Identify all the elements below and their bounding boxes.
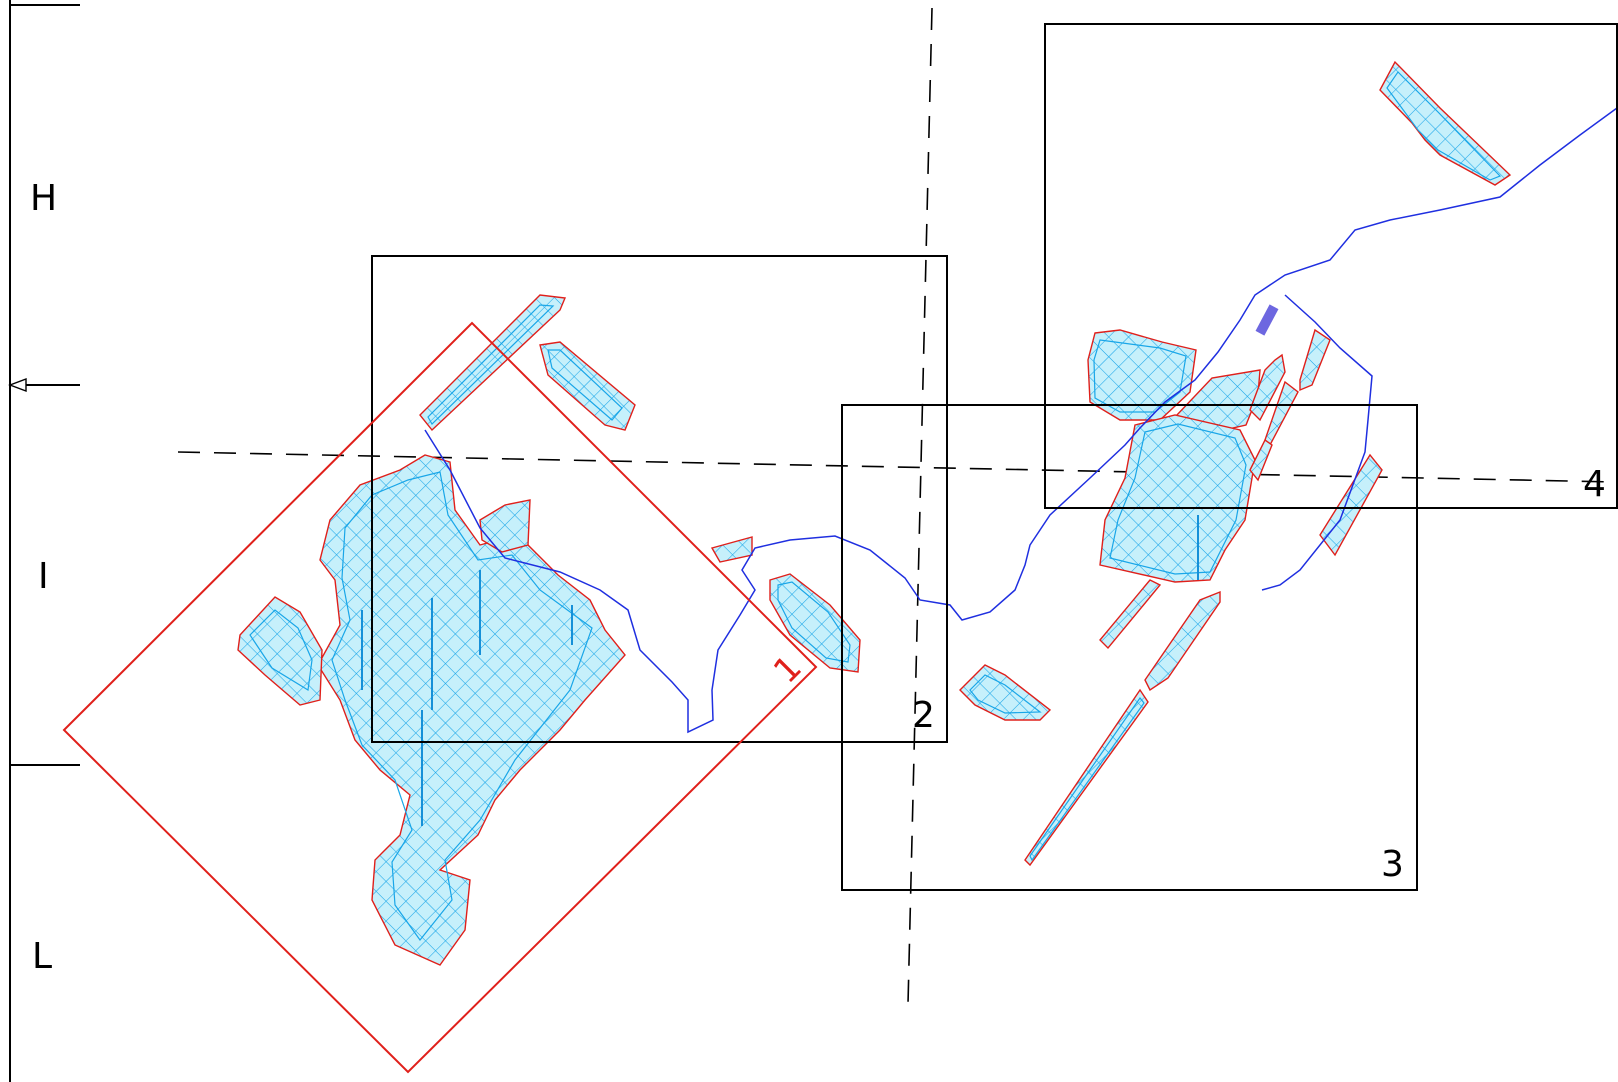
area-south-2: [1144, 590, 1221, 692]
area-southwest: [959, 664, 1052, 721]
area-northwest: [1087, 329, 1197, 421]
hatched-areas-right: [959, 60, 1512, 867]
frame-2[interactable]: [371, 255, 948, 743]
area-west: [237, 596, 323, 706]
hatched-areas-left: [237, 294, 861, 966]
zone-label-upper: H: [30, 178, 57, 219]
area-strip-e1: [1249, 353, 1286, 422]
zone-label-middle: I: [38, 556, 49, 597]
area-tiny-east: [710, 536, 753, 563]
zone-label-lower: L: [32, 936, 52, 977]
frame-label-2: 2: [912, 695, 935, 736]
area-main: [317, 454, 626, 966]
area-strip-north: [419, 294, 567, 432]
area-east-blob: [769, 573, 861, 673]
area-strip-e2: [1299, 328, 1331, 392]
area-center: [1099, 414, 1256, 583]
area-strip-e4: [1249, 438, 1273, 482]
area-strip-se: [1319, 453, 1383, 557]
area-south-strip: [1024, 688, 1149, 867]
area-strip-north-2: [539, 341, 636, 431]
area-south-1: [1099, 579, 1162, 650]
frame-3[interactable]: [841, 404, 1418, 891]
frame-label-4: 4: [1583, 464, 1606, 505]
zone-axis: [8, 0, 80, 1082]
frame-4[interactable]: [1044, 23, 1618, 509]
arrow-left-icon: [8, 377, 27, 393]
dashed-line-vertical: [907, 7, 933, 1005]
frame-1[interactable]: [62, 321, 818, 1074]
river: [424, 107, 1618, 734]
area-northeast-small: [479, 499, 531, 553]
frame-label-3: 3: [1381, 844, 1404, 885]
